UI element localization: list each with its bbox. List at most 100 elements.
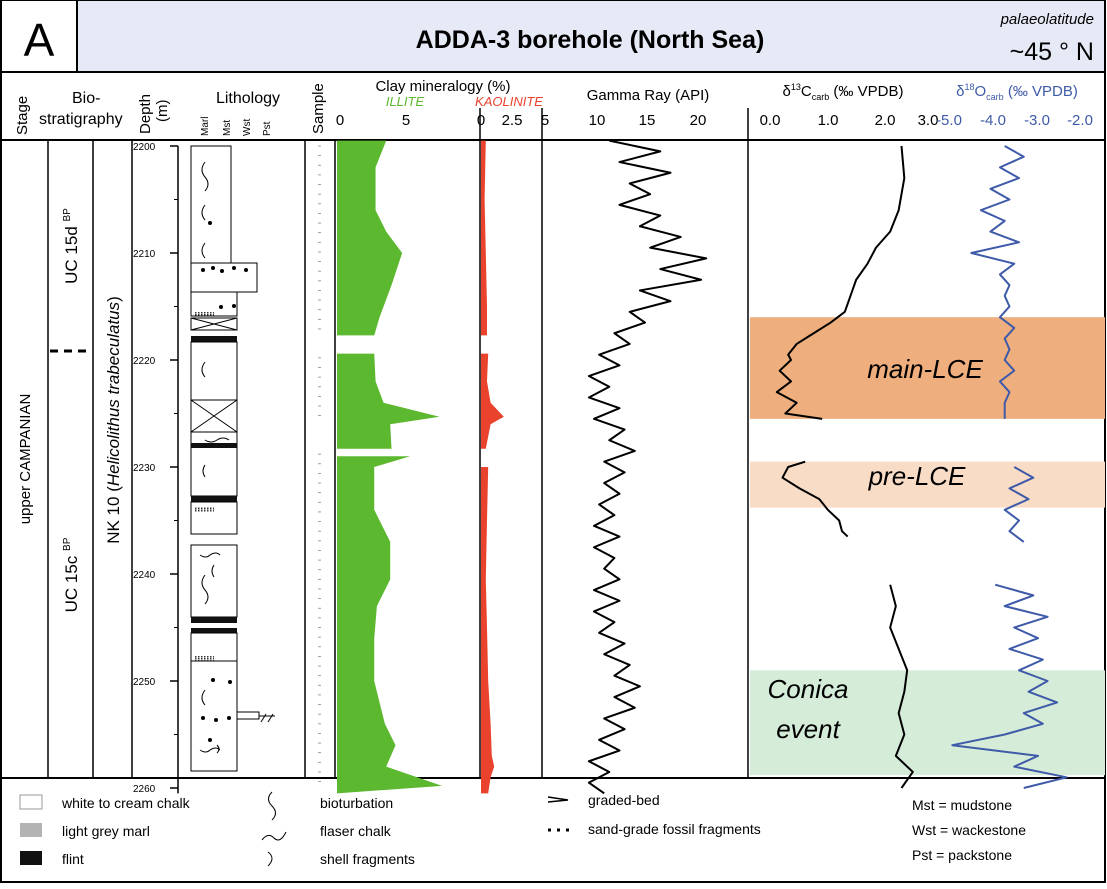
d18o-header: δ18Ocarb (‰ VPDB) (956, 82, 1078, 102)
legend-sand: sand-grade fossil fragments (588, 821, 761, 837)
legend-wst: Wst = wackestone (912, 822, 1026, 838)
legend: white to cream chalk light grey marl fli… (19, 791, 1026, 867)
illite-header: ILLITE (386, 94, 425, 109)
d13c-line-1 (775, 145, 906, 420)
gamma-line-1 (587, 139, 708, 795)
kaolinite-header: KAOLINITE (475, 94, 543, 109)
legend-pst: Pst = packstone (912, 847, 1012, 863)
flaser-icon (261, 831, 287, 841)
kaolinite-tick-label: 0 (477, 112, 485, 129)
legend-mst: Mst = mudstone (912, 797, 1012, 813)
conica-label-1: Conica (768, 674, 849, 704)
graded-bed-icon (547, 796, 569, 803)
depth-tick-label: 2210 (133, 249, 156, 260)
lith-flint-5 (191, 628, 237, 633)
illite-area-3 (337, 456, 443, 794)
panel-letter: A (24, 14, 55, 66)
illite-area-2 (337, 353, 440, 449)
bio-header-2: stratigraphy (39, 111, 123, 128)
gamma-header: Gamma Ray (API) (587, 87, 710, 104)
legend-flint-swatch (20, 851, 42, 865)
bio-header-1: Bio- (72, 90, 100, 107)
event-bands (750, 317, 1105, 776)
lith-tick-mst: Mst (222, 120, 233, 136)
lith-bed-9 (190, 660, 238, 772)
nk10-label: NK 10 (Helicolithus trabeculatus) (104, 296, 123, 544)
lith-bed-1 (190, 145, 232, 264)
conica-label-2: event (776, 714, 841, 744)
uc15d-label: UC 15d BP (62, 208, 81, 284)
shell-icon (267, 851, 273, 867)
lith-flint-1 (191, 336, 237, 342)
illite-area-1 (337, 140, 403, 336)
lat-value: ~45 ° N (1010, 38, 1094, 66)
legend-chalk-swatch (19, 794, 43, 810)
event-band-pre-lce (750, 461, 1105, 508)
d13c-tick-label: 0.0 (760, 112, 781, 129)
strat-columns: upper CAMPANIAN UC 15d BP UC 15c BP NK 1… (17, 140, 133, 778)
d18o-tick-label: -3.0 (1024, 112, 1050, 129)
lith-symbols (199, 161, 230, 754)
event-band-conica-event (750, 670, 1105, 776)
illite-tick-label: 0 (336, 112, 344, 129)
depth-tick-label: 2240 (133, 570, 156, 581)
d13c-line-3 (889, 584, 914, 789)
chart-title: ADDA-3 borehole (North Sea) (416, 26, 765, 54)
kaolinite-area-3 (481, 467, 495, 794)
d18o-tick-label: -5.0 (936, 112, 962, 129)
d18o-line-2 (1003, 466, 1035, 543)
lith-flint-3 (191, 496, 237, 502)
depth-header-1: Depth (137, 94, 154, 134)
d13c-tick-label: 3.0 (918, 112, 939, 129)
lith-bed-4 (190, 341, 238, 401)
stage-header: Stage (14, 96, 31, 135)
lith-dotted-beds (194, 312, 214, 661)
plot-tracks: 0 5 0 2.5 5 10 15 20 0.0 1.0 2.0 3.0-5.0 -4.0 -3.0 -2.… (336, 108, 1093, 778)
lith-tick-wst: Wst (242, 119, 253, 136)
uc15c-label: UC 15c BP (62, 537, 81, 612)
depth-tick-label: 2220 (133, 356, 156, 367)
legend-shell: shell fragments (320, 851, 415, 867)
lith-tick-marl: Marl (200, 117, 211, 136)
clay-header: Clay mineralogy (%) (375, 78, 510, 95)
kaolinite-tick-label: 2.5 (502, 112, 523, 129)
legend-chalk: white to cream chalk (61, 795, 191, 811)
d13c-header: δ13Ccarb (‰ VPDB) (783, 82, 904, 102)
lith-flint-4 (191, 617, 237, 623)
lith-bed-2 (190, 262, 258, 293)
illite-tick-label: 5 (402, 112, 410, 129)
gamma-tick-label: 10 (589, 112, 606, 129)
header-bar (77, 0, 1105, 72)
d13c-line-2 (781, 460, 849, 538)
sample-column (318, 140, 336, 782)
depth-tick-label: 2230 (133, 463, 156, 474)
d13c-tick-label: 1.0 (818, 112, 839, 129)
depth-axis: 2200 2210 2220 2230 2240 2250 2260 (133, 142, 179, 795)
gamma-tick-label: 20 (690, 112, 707, 129)
legend-flint: flint (62, 851, 84, 867)
bioturbation-icon (268, 791, 276, 821)
d18o-line-1 (970, 145, 1025, 419)
d13c-tick-label: 2.0 (875, 112, 896, 129)
lith-tick-pst: Pst (262, 121, 273, 136)
lithology-header: Lithology (216, 90, 280, 107)
legend-marl-swatch (20, 823, 42, 837)
pre-lce-label: pre-LCE (868, 461, 966, 491)
legend-bioturbation: bioturbation (320, 795, 393, 811)
event-band-main-lce (750, 317, 1105, 419)
gamma-tick-label: 15 (639, 112, 656, 129)
sample-header: Sample (310, 83, 327, 134)
series-layer (337, 139, 1068, 795)
kaolinite-tick-label: 5 (541, 112, 549, 129)
lith-ticks: Marl Mst Wst Pst (200, 117, 273, 136)
lat-label: palaeolatitude (1000, 11, 1094, 28)
depth-header-2: (m) (154, 100, 171, 123)
lith-dots (201, 221, 248, 742)
depth-tick-label: 2260 (133, 784, 156, 795)
stage-label: upper CAMPANIAN (17, 394, 34, 525)
legend-graded: graded-bed (588, 792, 660, 808)
lith-flint-2 (191, 443, 237, 448)
kaolinite-area-2 (481, 353, 504, 449)
d18o-line-3 (951, 583, 1068, 789)
